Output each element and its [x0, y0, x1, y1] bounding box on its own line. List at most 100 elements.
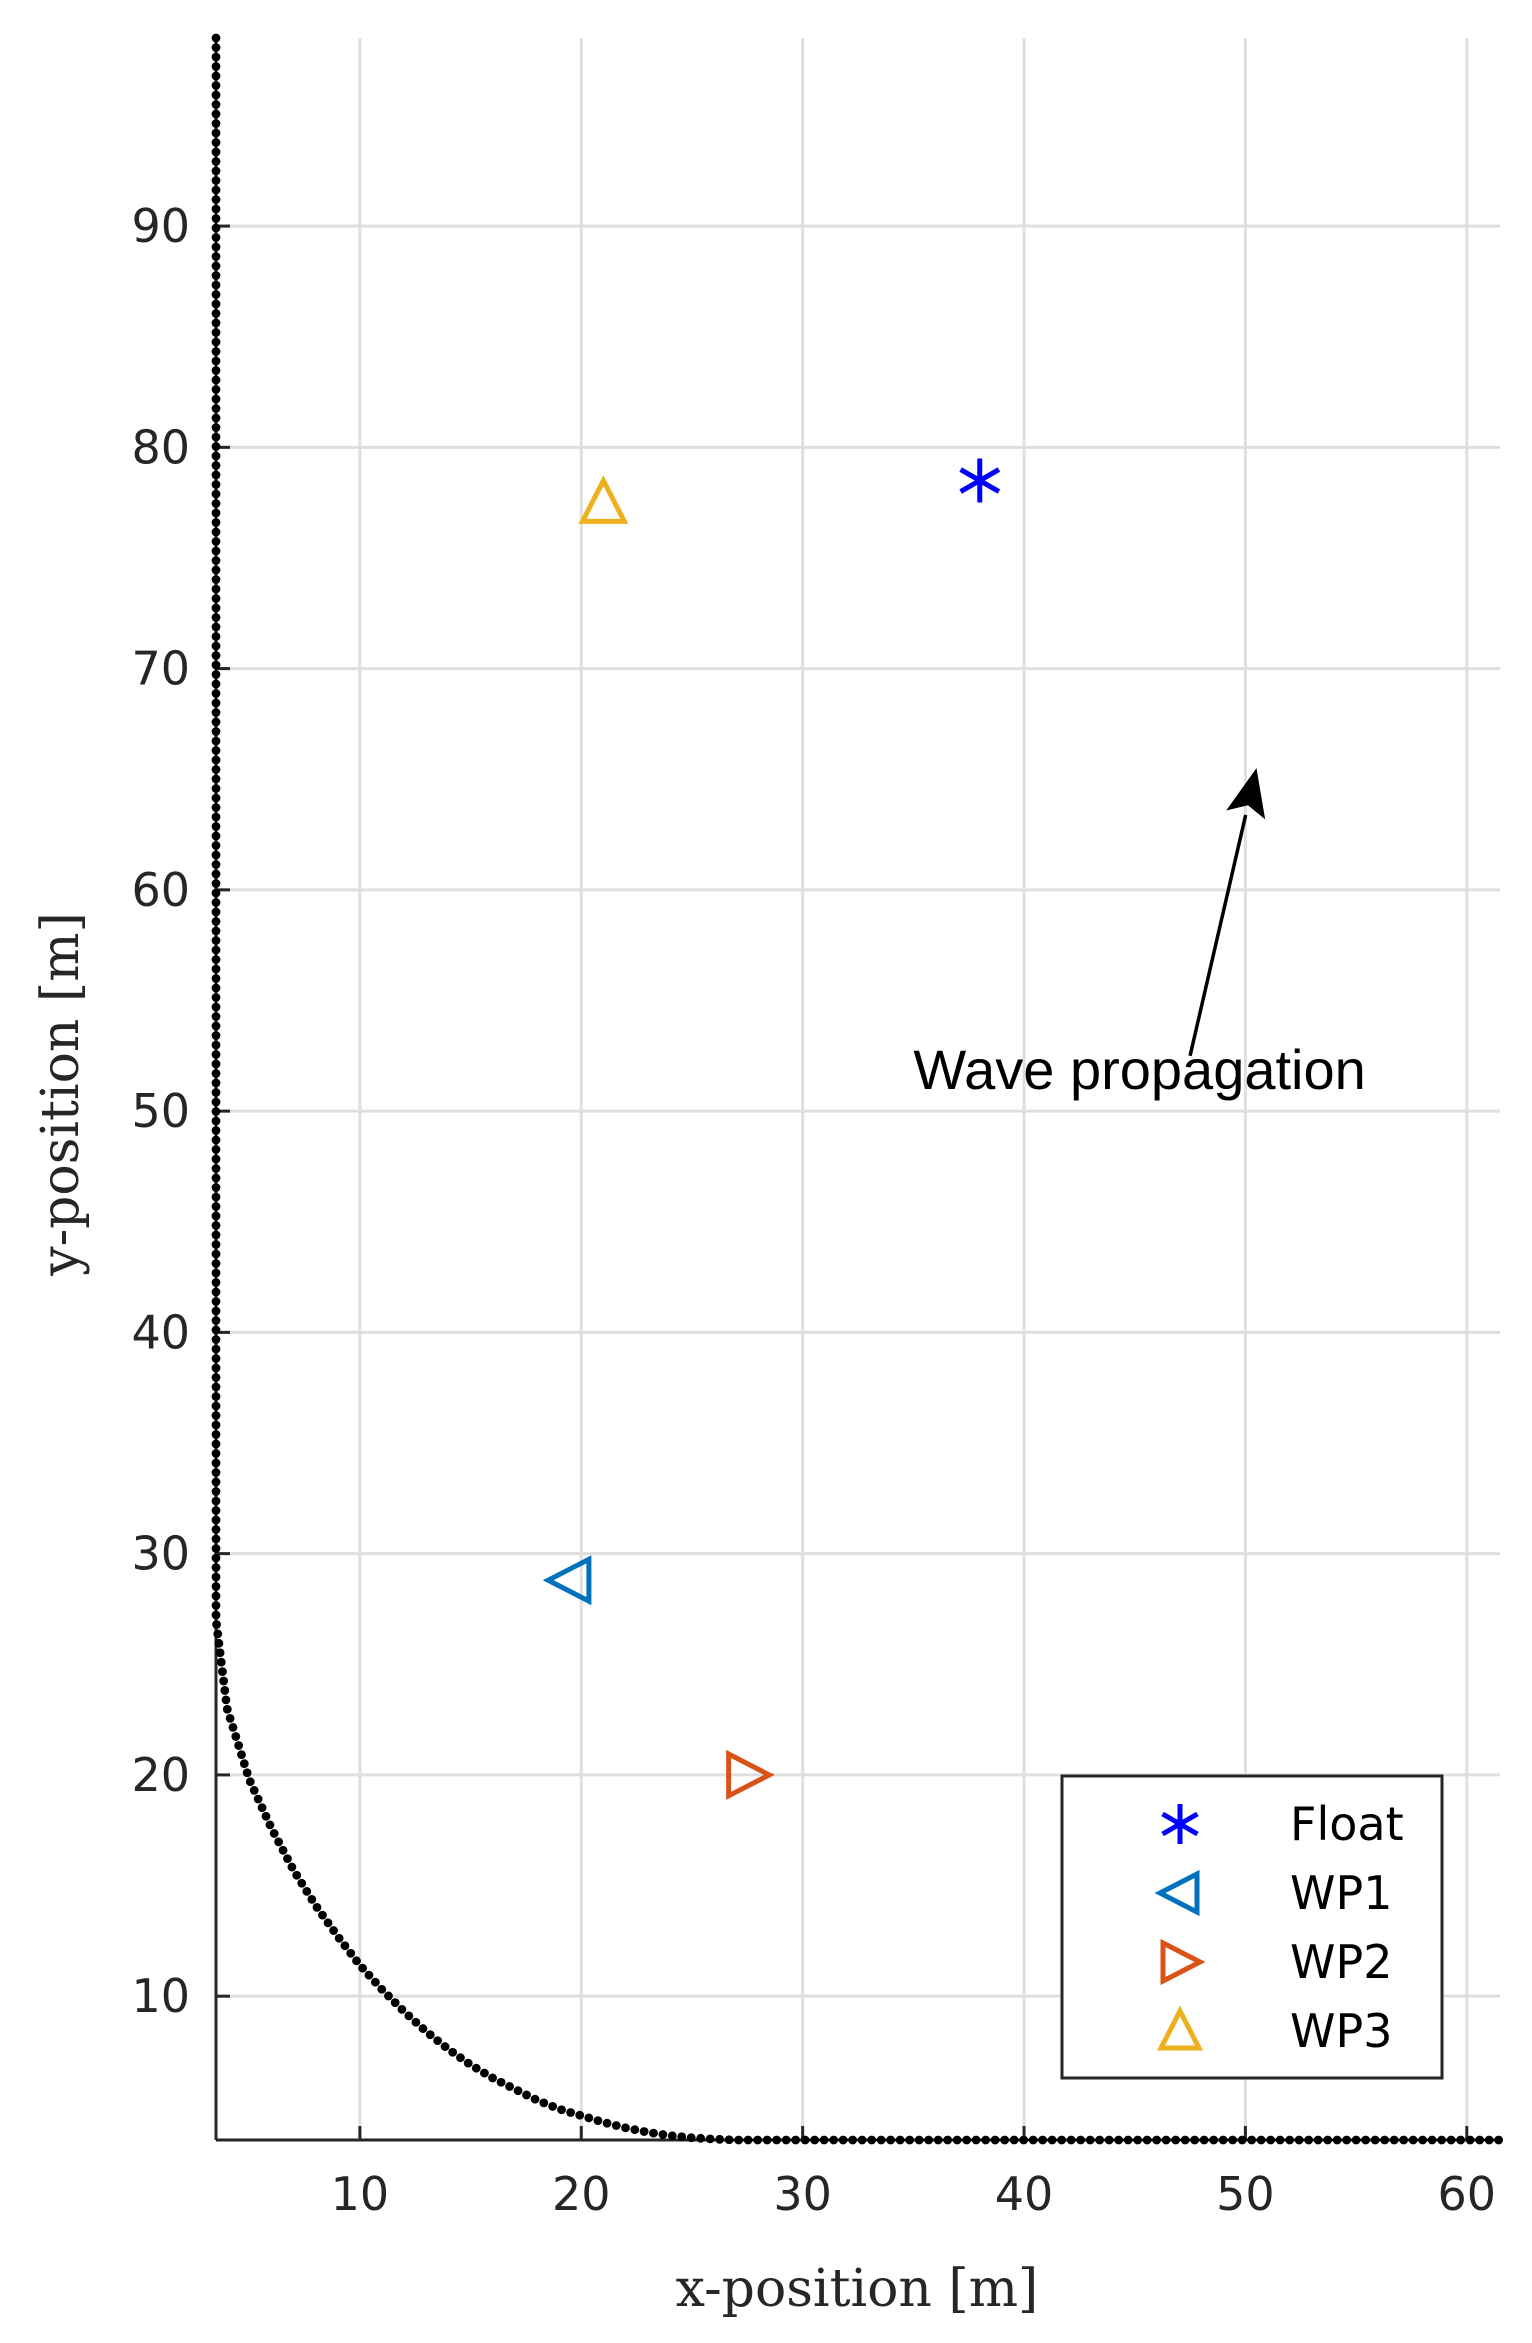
boundary-dot [211, 1477, 221, 1487]
boundary-dot [234, 1741, 244, 1750]
boundary-dot [211, 1183, 221, 1192]
boundary-dot [743, 2135, 753, 2145]
y-tick-label: 20 [131, 1748, 190, 1802]
boundary-dot [1028, 2135, 1038, 2145]
boundary-dot [211, 1382, 221, 1392]
boundary-dot [456, 2053, 465, 2063]
boundary-dot [1057, 2135, 1067, 2145]
boundary-dot [211, 394, 221, 404]
legend-marker-wp3 [1156, 2005, 1204, 2051]
boundary-dot [211, 461, 221, 470]
y-tick-label: 30 [131, 1527, 190, 1581]
marker-float [959, 458, 1001, 503]
x-axis-label: x-position [m] [676, 2259, 1039, 2319]
boundary-dot [211, 1230, 221, 1240]
boundary-dot [819, 2135, 829, 2145]
boundary-dot [539, 2098, 549, 2108]
boundary-dot [548, 2102, 558, 2111]
boundary-dot [838, 2135, 848, 2145]
boundary-dot [211, 432, 221, 442]
boundary-dot [211, 413, 221, 423]
boundary-dot [211, 1202, 221, 1211]
boundary-dot [239, 1759, 249, 1769]
boundary-dot [1066, 2135, 1076, 2145]
boundary-dot [658, 2130, 668, 2139]
boundary-dot [1152, 2135, 1162, 2145]
boundary-dot [211, 271, 221, 280]
boundary-dot [1019, 2135, 1029, 2145]
boundary-dot [211, 831, 221, 841]
boundary-dot [312, 1902, 322, 1912]
marker-wp3 [578, 475, 629, 524]
boundary-dot [249, 1785, 259, 1795]
boundary-dot [211, 375, 221, 385]
boundary-dot [1342, 2135, 1352, 2145]
boundary-dot [686, 2133, 696, 2143]
legend-label-wp2: WP2 [1290, 1935, 1393, 1989]
boundary-dot [1484, 2135, 1494, 2145]
boundary-dot [211, 594, 221, 603]
boundary-dot [211, 850, 221, 860]
boundary-dot [265, 1820, 275, 1830]
boundary-dot [211, 1487, 221, 1496]
boundary-dot [1418, 2135, 1428, 2145]
boundary-dot [425, 2030, 435, 2040]
boundary-dot [505, 2082, 514, 2091]
boundary-dot [211, 898, 221, 907]
boundary-dot [990, 2135, 1000, 2145]
boundary-dot [1437, 2135, 1447, 2145]
boundary-dot [211, 755, 221, 765]
boundary-dot [211, 470, 221, 480]
boundary-dot [211, 556, 221, 565]
boundary-dot [1209, 2135, 1219, 2145]
boundary-dot [1123, 2135, 1133, 2145]
boundary-dot [211, 784, 221, 793]
boundary-dot [211, 1306, 221, 1316]
boundary-dot [377, 1984, 387, 1994]
boundary-dot [211, 993, 221, 1002]
boundary-dot [211, 1116, 221, 1126]
boundary-dot [1218, 2135, 1228, 2145]
boundary-dot [211, 366, 221, 375]
boundary-dot [800, 2135, 810, 2145]
boundary-dot [211, 603, 221, 613]
boundary-dot [211, 717, 221, 727]
boundary-dot [397, 2004, 407, 2014]
boundary-dot [593, 2116, 603, 2126]
y-tick-label: 90 [131, 199, 190, 253]
boundary-dot [237, 1750, 246, 1760]
boundary-dot [211, 964, 221, 974]
boundary-dot [1228, 2135, 1238, 2145]
boundary-dot [211, 1534, 221, 1544]
boundary-dot [211, 974, 221, 983]
boundary-dot [211, 328, 221, 337]
boundary-dot [211, 223, 221, 233]
boundary-dot [404, 2011, 414, 2021]
boundary-dot [211, 584, 221, 594]
boundary-dot [1408, 2135, 1418, 2145]
boundary-dot [211, 936, 221, 945]
boundary-dot [211, 166, 221, 176]
boundary-dot [791, 2135, 801, 2145]
boundary-dot [211, 1525, 221, 1534]
y-axis-label: y-position [m] [31, 912, 91, 1277]
x-tick-label: 30 [773, 2167, 832, 2221]
boundary-dot [496, 2077, 506, 2087]
boundary-dot [211, 888, 221, 898]
boundary-dot [211, 423, 221, 432]
boundary-dot [211, 1097, 221, 1107]
boundary-dot [211, 176, 221, 185]
boundary-dot [1399, 2135, 1409, 2145]
boundary-dot [933, 2135, 943, 2145]
boundary-dot [211, 708, 221, 717]
boundary-dot [211, 1363, 221, 1373]
legend-marker-wp2 [1160, 1938, 1206, 1986]
boundary-dot [971, 2135, 981, 2145]
boundary-dot [734, 2135, 744, 2145]
boundary-dot [621, 2123, 630, 2133]
boundary-dot [211, 1354, 221, 1363]
boundary-dot [211, 518, 221, 527]
boundary-dot [346, 1948, 356, 1958]
boundary-dot [211, 955, 221, 964]
boundary-dot [211, 185, 221, 195]
